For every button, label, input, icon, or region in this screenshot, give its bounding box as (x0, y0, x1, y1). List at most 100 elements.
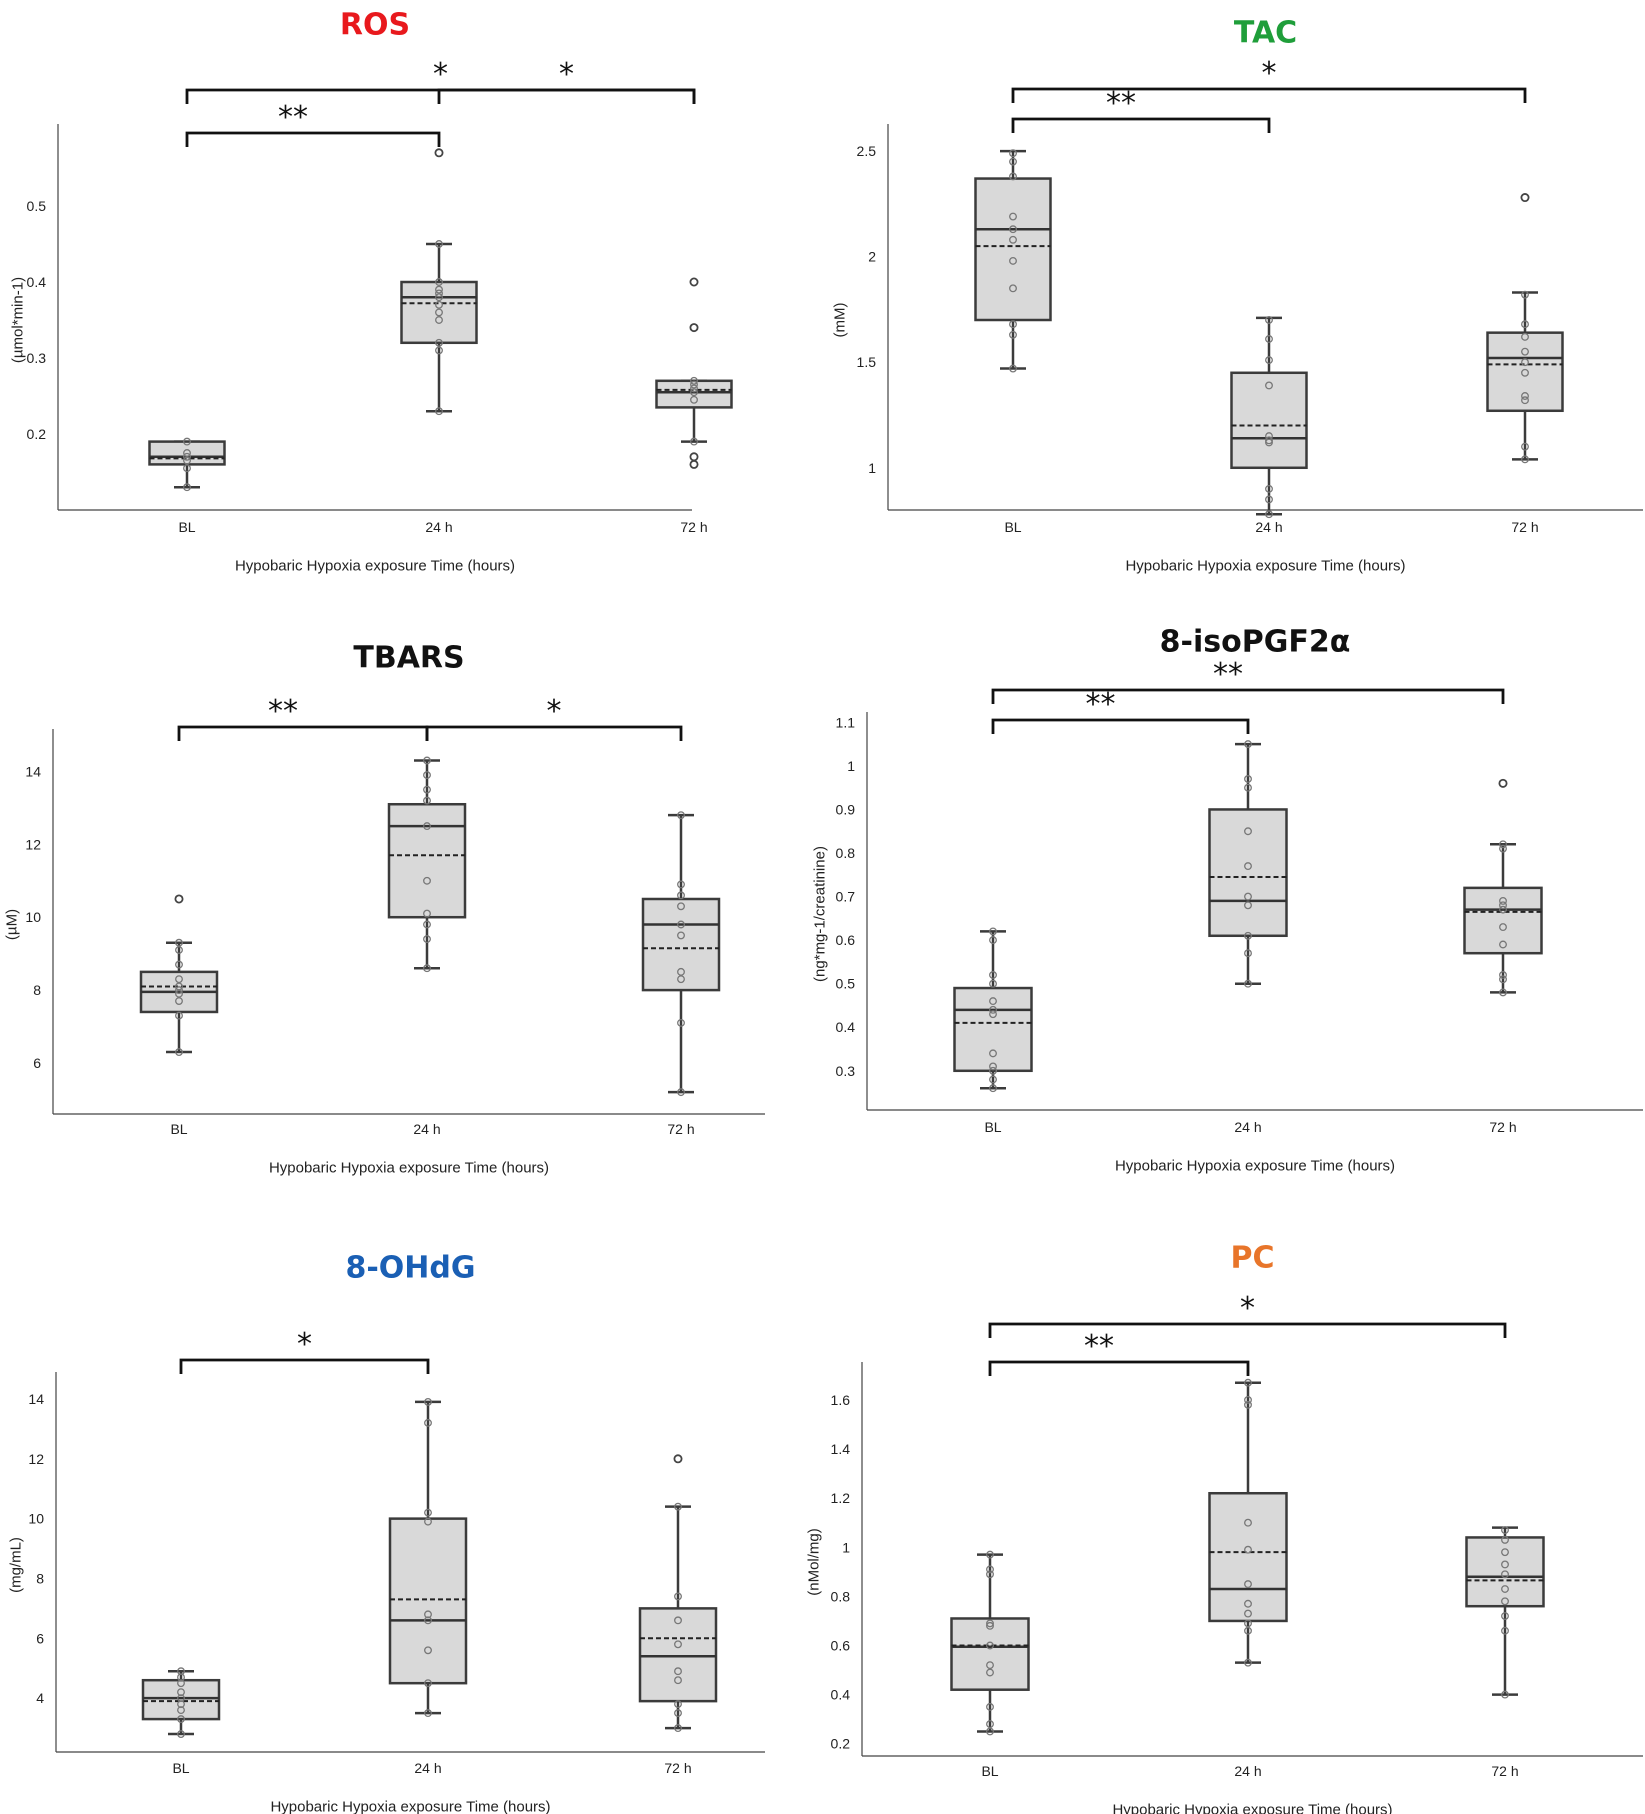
y-tick-label: 8 (33, 982, 41, 998)
x-tick-label: 24 h (413, 1121, 440, 1137)
y-tick-label: 0.8 (831, 1588, 851, 1604)
x-axis-label: Hypobaric Hypoxia exposure Time (hours) (269, 1160, 549, 1177)
outlier-point (434, 148, 444, 158)
chart-title: 8-OHdG (345, 1251, 475, 1286)
box-iqr (387, 802, 467, 919)
data-point (1265, 484, 1273, 493)
y-tick-label: 4 (36, 1690, 44, 1706)
data-point (1244, 1658, 1252, 1667)
data-point (423, 822, 431, 831)
box-1 (139, 894, 219, 1056)
outlier-point (1498, 778, 1508, 788)
data-point (175, 1048, 183, 1056)
box-iqr (638, 1607, 718, 1703)
data-point (435, 407, 443, 416)
data-point (1244, 979, 1252, 988)
box-3 (1465, 1526, 1545, 1699)
significance-bracket: * (425, 694, 683, 741)
data-point (435, 300, 443, 309)
data-point (183, 437, 191, 446)
significance-label: ** (1084, 1329, 1114, 1364)
y-tick-label: 12 (25, 836, 41, 852)
data-point (1265, 316, 1273, 324)
data-point (1521, 358, 1529, 367)
significance-label: * (1240, 1291, 1255, 1326)
data-point (1501, 1585, 1509, 1593)
y-tick-label: 0.6 (831, 1637, 851, 1653)
chart-panel-6: PC 0.2 0.4 0.6 0.8 1 1.2 1.4 1.6 BL 24 h 72 h Hypoba… (806, 1241, 1643, 1814)
data-point (1265, 436, 1273, 445)
chart-title: 8-isoPGF2α (1160, 625, 1351, 660)
data-point (175, 989, 183, 998)
significance-bracket: * (437, 57, 696, 104)
x-tick-label: 24 h (414, 1760, 441, 1776)
box-2 (1230, 316, 1308, 519)
data-point (177, 1730, 185, 1738)
data-point (986, 1668, 994, 1677)
significance-bracket: ** (1011, 86, 1271, 133)
data-point (674, 1724, 682, 1733)
y-tick-label: 2 (868, 249, 876, 265)
significance-label: ** (268, 694, 298, 729)
data-point (1009, 149, 1017, 158)
data-point (1244, 1626, 1252, 1635)
x-tick-label: 72 h (1511, 519, 1538, 535)
outlier-point (1520, 193, 1530, 203)
y-tick-label: 1.2 (831, 1490, 851, 1506)
data-point (989, 1005, 997, 1014)
data-point (1521, 320, 1529, 329)
data-point (177, 1715, 185, 1724)
data-point (423, 935, 431, 944)
data-point (1244, 783, 1252, 792)
data-point (1265, 356, 1273, 365)
chart-panel-3: TBARS 6 8 10 12 14 BL 24 h 72 h Hypobaric Hypoxia… (4, 641, 765, 1177)
data-point (1244, 892, 1252, 901)
data-point (677, 920, 685, 929)
data-point (1499, 923, 1507, 932)
y-tick-label: 1.1 (836, 714, 856, 730)
chart-title: PC (1230, 1241, 1274, 1276)
data-point (1521, 392, 1529, 400)
data-point (1244, 1580, 1252, 1589)
data-point (1244, 949, 1252, 958)
y-tick-label: 0.3 (27, 350, 47, 366)
y-tick-label: 1.4 (831, 1441, 851, 1457)
data-point (423, 909, 431, 918)
x-tick-label: 24 h (1234, 1763, 1261, 1779)
box-3 (1463, 778, 1543, 997)
data-point (1265, 335, 1273, 343)
box-2 (388, 1397, 468, 1718)
bracket-line (988, 1322, 1507, 1338)
data-point (1499, 988, 1507, 997)
significance-label: * (297, 1327, 312, 1362)
bracket-line (185, 88, 696, 104)
data-point (177, 1667, 185, 1676)
data-point (1521, 396, 1529, 405)
y-tick-label: 12 (28, 1451, 44, 1467)
data-point (677, 967, 685, 976)
y-axis-label: (nMol/mg) (806, 1528, 823, 1596)
data-point (423, 964, 431, 973)
data-point (674, 1616, 682, 1625)
bracket-line (1011, 117, 1271, 133)
data-point (177, 1688, 185, 1697)
data-point (989, 1010, 997, 1019)
y-tick-label: 6 (36, 1630, 44, 1646)
data-point (435, 285, 443, 294)
data-point (1501, 1560, 1509, 1569)
data-point (986, 1702, 994, 1711)
bracket-line (425, 725, 683, 741)
significance-bracket: * (988, 1291, 1507, 1338)
y-tick-label: 14 (28, 1391, 44, 1407)
y-axis-label: (mM) (832, 303, 849, 338)
data-point (989, 1084, 997, 1093)
data-point (435, 346, 443, 355)
data-point (1009, 256, 1017, 265)
data-point (690, 384, 698, 393)
box-iqr (1230, 371, 1308, 470)
x-tick-label: 72 h (1489, 1119, 1516, 1135)
box-1 (974, 149, 1052, 373)
y-tick-label: 0.5 (836, 976, 856, 992)
data-point (175, 975, 183, 984)
data-point (1009, 320, 1017, 329)
